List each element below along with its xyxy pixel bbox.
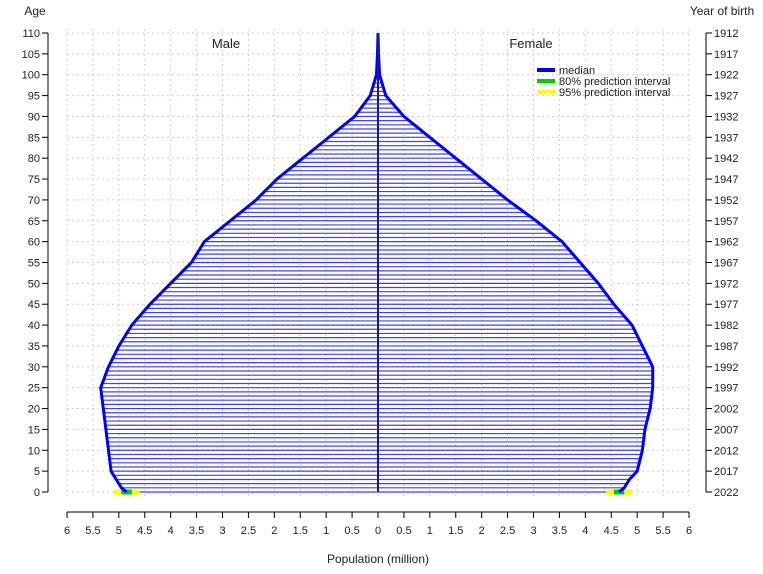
year-tick-label: 2002 [714,404,738,416]
population-tick-label: 3 [530,525,536,537]
year-tick-label: 1947 [714,174,738,186]
population-tick-label: 2 [479,525,485,537]
population-tick-label: 5.5 [85,525,100,537]
population-tick-label: 1 [427,525,433,537]
year-tick-label: 1987 [714,341,738,353]
year-tick-label: 1982 [714,320,738,332]
population-tick-label: 4.5 [137,525,152,537]
population-tick-label: 2.5 [500,525,515,537]
year-tick-label: 1922 [714,70,738,82]
side-label-male: Male [212,36,240,51]
age-tick-label: 90 [28,111,40,123]
y-axis-title-left: Age [24,4,46,18]
population-tick-label: 0.5 [344,525,359,537]
age-tick-label: 30 [28,362,40,374]
year-tick-label: 1917 [714,49,738,61]
population-tick-label: 0.5 [396,525,411,537]
year-tick-label: 1937 [714,132,738,144]
population-tick-label: 4 [582,525,588,537]
year-tick-label: 1952 [714,195,738,207]
population-tick-label: 6 [686,525,692,537]
population-tick-label: 1.5 [448,525,463,537]
year-tick-label: 1997 [714,383,738,395]
age-tick-label: 50 [28,278,40,290]
male-bars [100,36,378,493]
year-tick-label: 2022 [714,487,738,499]
legend-label: 80% prediction interval [559,76,670,88]
male-median-edge [99,32,380,494]
age-tick-label: 40 [28,320,40,332]
age-tick-label: 70 [28,195,40,207]
age-tick-label: 10 [28,445,40,457]
age-tick-label: 0 [34,487,40,499]
population-tick-label: 6 [64,525,70,537]
population-tick-label: 3 [219,525,225,537]
age-tick-label: 100 [22,70,40,82]
year-tick-label: 2007 [714,424,738,436]
year-tick-label: 1962 [714,237,738,249]
year-tick-label: 1932 [714,111,738,123]
population-tick-label: 4.5 [604,525,619,537]
year-tick-label: 1967 [714,258,738,270]
year-tick-label: 1927 [714,91,738,103]
population-tick-label: 3.5 [552,525,567,537]
year-tick-label: 1957 [714,216,738,228]
age-tick-label: 110 [22,28,40,40]
year-tick-label: 2012 [714,445,738,457]
population-tick-label: 5.5 [655,525,670,537]
population-tick-label: 4 [168,525,174,537]
age-tick-label: 60 [28,237,40,249]
age-tick-label: 80 [28,153,40,165]
population-tick-label: 1.5 [293,525,308,537]
year-tick-label: 1972 [714,278,738,290]
population-tick-label: 2.5 [241,525,256,537]
legend-label: 95% prediction interval [559,87,670,99]
year-tick-label: 2017 [714,466,738,478]
legend-label: median [559,65,595,77]
population-tick-label: 3.5 [189,525,204,537]
population-tick-label: 0 [375,525,381,537]
age-tick-label: 95 [28,91,40,103]
year-tick-label: 1992 [714,362,738,374]
year-tick-label: 1912 [714,28,738,40]
age-tick-label: 35 [28,341,40,353]
age-tick-label: 75 [28,174,40,186]
population-tick-label: 2 [271,525,277,537]
age-tick-label: 15 [28,424,40,436]
year-tick-label: 1977 [714,299,738,311]
age-tick-label: 25 [28,383,40,395]
age-tick-label: 20 [28,404,40,416]
age-tick-label: 45 [28,299,40,311]
female-bars [378,36,653,493]
year-tick-label: 1942 [714,153,738,165]
side-label-female: Female [509,36,552,51]
population-tick-label: 5 [116,525,122,537]
age-tick-label: 85 [28,132,40,144]
female-median-edge [376,32,655,494]
age-tick-label: 65 [28,216,40,228]
age-tick-label: 105 [22,49,40,61]
population-tick-label: 5 [634,525,640,537]
y-axis-title-right: Year of birth [690,4,754,18]
age-tick-label: 55 [28,258,40,270]
age-tick-label: 5 [34,466,40,478]
x-axis-title: Population (million) [327,552,429,566]
median-outline [99,32,655,494]
population-tick-label: 1 [323,525,329,537]
